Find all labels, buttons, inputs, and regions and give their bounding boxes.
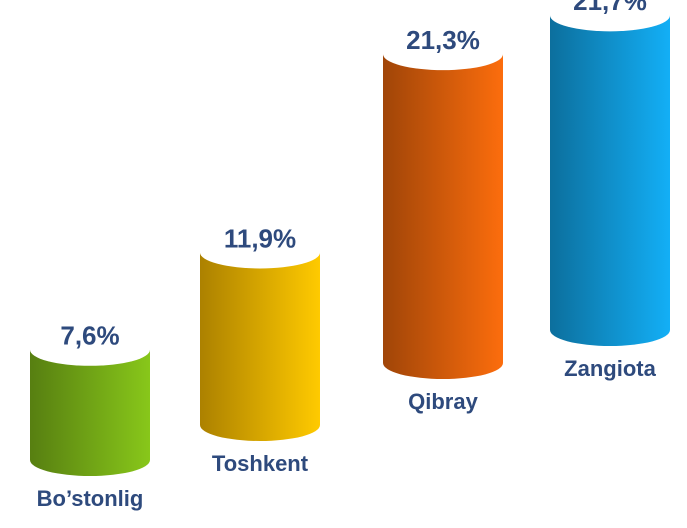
category-label: Qibray xyxy=(408,389,478,414)
value-label: 21,7% xyxy=(573,0,647,16)
cylinder-top xyxy=(30,333,150,366)
value-label: 11,9% xyxy=(224,223,296,253)
cylinder xyxy=(30,349,150,476)
category-label: Bo’stonlig xyxy=(37,486,144,511)
cylinder xyxy=(200,252,320,441)
cylinder-top xyxy=(550,0,670,32)
category-label: Zangiota xyxy=(564,356,656,381)
cylinder-top xyxy=(383,38,503,71)
cylinder xyxy=(383,54,503,380)
cylinder xyxy=(550,15,670,346)
value-label: 7,6% xyxy=(60,321,119,351)
cylinder-top xyxy=(200,236,320,269)
value-label: 21,3% xyxy=(406,25,480,55)
category-label: Toshkent xyxy=(212,451,309,476)
